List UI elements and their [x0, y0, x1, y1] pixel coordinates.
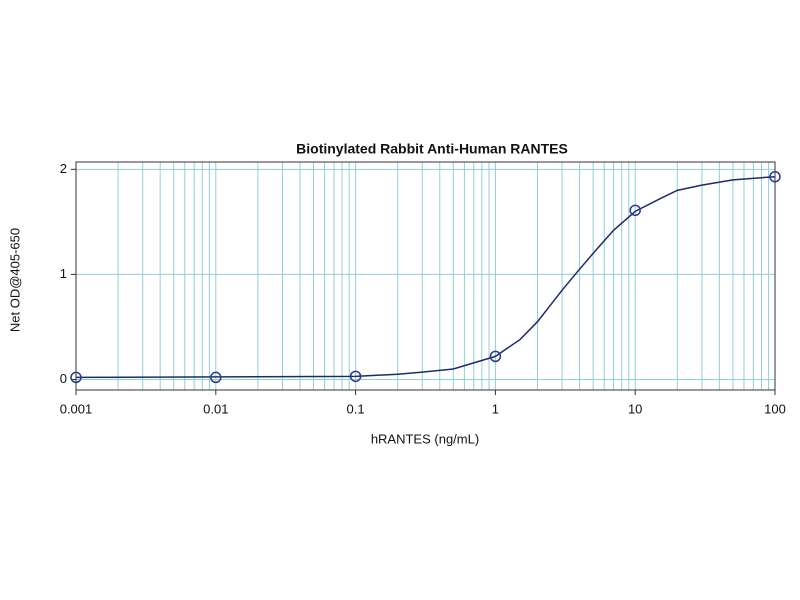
fit-curve	[75, 175, 776, 379]
y-tick-label: 2	[60, 161, 67, 176]
x-tick-label: 100	[764, 401, 786, 416]
chart-title: Biotinylated Rabbit Anti-Human RANTES	[296, 141, 568, 157]
x-tick-label: 10	[628, 401, 642, 416]
data-point	[769, 170, 781, 183]
y-axis-label: Net OD@405-650	[7, 228, 22, 332]
data-point	[489, 350, 502, 363]
x-tick-label: 1	[492, 401, 499, 416]
data-point	[349, 370, 362, 383]
data-point	[629, 204, 641, 217]
x-tick-label: 0.1	[347, 401, 365, 416]
y-tick-label: 0	[60, 371, 67, 386]
data-point	[70, 371, 82, 384]
data-point	[210, 371, 222, 384]
x-axis-label: hRANTES (ng/mL)	[371, 431, 479, 446]
x-tick-label: 0.001	[60, 401, 93, 416]
x-tick-label: 0.01	[203, 401, 228, 416]
plot-frame	[75, 161, 776, 391]
y-tick-label: 1	[60, 266, 67, 281]
